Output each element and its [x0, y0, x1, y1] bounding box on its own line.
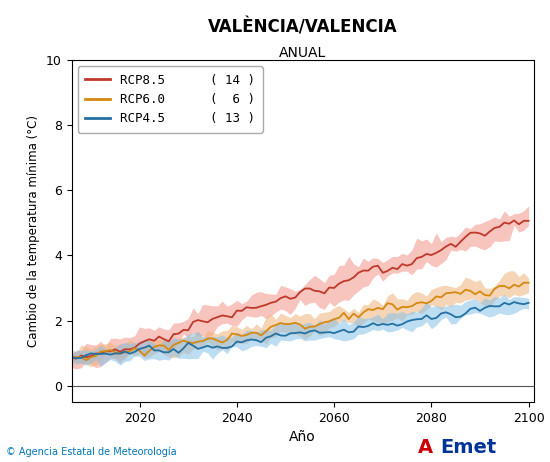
- Text: A: A: [418, 438, 433, 457]
- X-axis label: Año: Año: [289, 430, 316, 444]
- Text: © Agencia Estatal de Meteorología: © Agencia Estatal de Meteorología: [6, 447, 176, 457]
- Legend: RCP8.5      ( 14 ), RCP6.0      (  6 ), RCP4.5      ( 13 ): RCP8.5 ( 14 ), RCP6.0 ( 6 ), RCP4.5 ( 13…: [78, 67, 263, 133]
- Text: Emet: Emet: [440, 438, 496, 457]
- Text: ANUAL: ANUAL: [279, 46, 326, 60]
- Text: VALÈNCIA/VALENCIA: VALÈNCIA/VALENCIA: [208, 18, 397, 36]
- Y-axis label: Cambio de la temperatura mínima (°C): Cambio de la temperatura mínima (°C): [28, 115, 40, 347]
